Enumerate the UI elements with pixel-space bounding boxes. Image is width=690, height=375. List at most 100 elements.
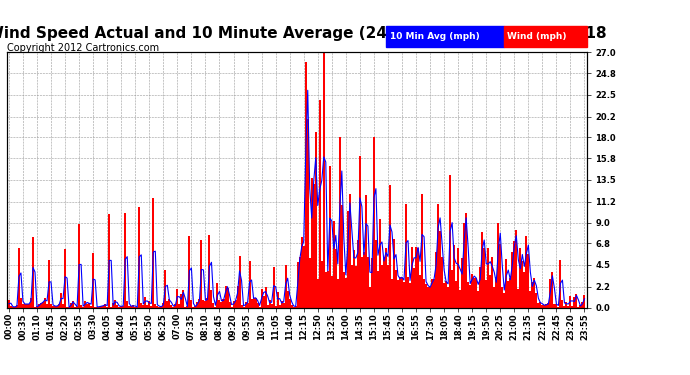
Bar (241, 305, 243, 308)
Bar (237, 286, 239, 308)
Bar (573, 297, 575, 307)
Bar (377, 271, 379, 308)
Bar (355, 266, 357, 308)
Bar (110, 307, 112, 308)
Bar (329, 166, 331, 308)
Bar (78, 224, 80, 308)
Bar (224, 286, 226, 308)
Bar (471, 274, 473, 308)
Bar (339, 138, 341, 308)
Bar (549, 279, 551, 308)
Bar (213, 303, 215, 307)
Bar (112, 303, 115, 307)
Bar (228, 302, 230, 307)
Bar (219, 300, 221, 307)
Bar (542, 305, 544, 308)
Bar (465, 213, 467, 308)
Bar (166, 300, 168, 307)
Bar (431, 279, 433, 308)
Bar (157, 306, 158, 308)
Bar (303, 246, 305, 308)
Bar (72, 301, 74, 307)
Bar (301, 237, 303, 308)
Bar (136, 307, 138, 308)
Bar (365, 195, 367, 308)
Bar (439, 231, 441, 308)
Bar (578, 307, 580, 308)
Bar (24, 304, 26, 307)
Bar (387, 265, 389, 308)
Bar (18, 248, 20, 308)
Bar (98, 307, 100, 308)
Bar (193, 307, 195, 308)
Bar (120, 306, 122, 308)
Bar (483, 248, 485, 308)
Bar (8, 300, 10, 307)
Bar (179, 304, 180, 307)
Bar (88, 303, 90, 307)
Bar (10, 306, 12, 308)
Bar (323, 53, 325, 308)
Bar (441, 257, 443, 307)
Bar (569, 296, 571, 307)
Bar (457, 248, 459, 308)
Bar (333, 222, 335, 308)
Bar (423, 279, 425, 308)
Bar (308, 258, 310, 308)
Bar (305, 62, 307, 308)
Bar (489, 275, 491, 308)
Bar (277, 292, 279, 308)
Bar (40, 303, 42, 307)
Bar (297, 262, 299, 308)
Bar (487, 248, 489, 308)
Bar (175, 304, 177, 307)
Bar (445, 280, 447, 308)
Bar (116, 305, 118, 308)
Bar (409, 284, 411, 308)
Bar (451, 270, 453, 308)
Bar (381, 265, 383, 308)
Bar (367, 257, 369, 307)
Bar (393, 239, 395, 308)
Bar (177, 289, 179, 308)
Bar (417, 248, 419, 308)
Bar (325, 272, 327, 308)
Bar (321, 261, 323, 308)
Bar (473, 278, 475, 308)
Bar (299, 257, 301, 307)
Text: Wind Speed Actual and 10 Minute Average (24 Hours)  (New)  20120718: Wind Speed Actual and 10 Minute Average … (0, 26, 607, 41)
Bar (162, 303, 164, 307)
Bar (401, 278, 403, 308)
Bar (527, 254, 529, 308)
Bar (359, 156, 361, 308)
Bar (104, 304, 106, 307)
Bar (62, 304, 64, 307)
Bar (491, 257, 493, 307)
Bar (293, 307, 295, 308)
Bar (525, 236, 527, 308)
Bar (507, 281, 509, 308)
Bar (497, 222, 500, 308)
Bar (295, 306, 297, 308)
Bar (168, 299, 170, 307)
Bar (170, 305, 172, 308)
Bar (172, 307, 175, 308)
Bar (60, 293, 62, 308)
Bar (115, 300, 116, 307)
Bar (560, 260, 562, 308)
Bar (375, 240, 377, 308)
Bar (383, 257, 385, 307)
Bar (531, 282, 533, 308)
Bar (202, 300, 204, 307)
Bar (268, 300, 270, 307)
Bar (433, 279, 435, 308)
Bar (195, 306, 197, 308)
Bar (551, 272, 553, 308)
Bar (239, 256, 241, 308)
Bar (313, 183, 315, 308)
Bar (522, 261, 523, 308)
Bar (335, 249, 337, 308)
Text: 10 Min Avg (mph): 10 Min Avg (mph) (390, 32, 480, 41)
Bar (447, 287, 449, 308)
Bar (345, 278, 347, 308)
